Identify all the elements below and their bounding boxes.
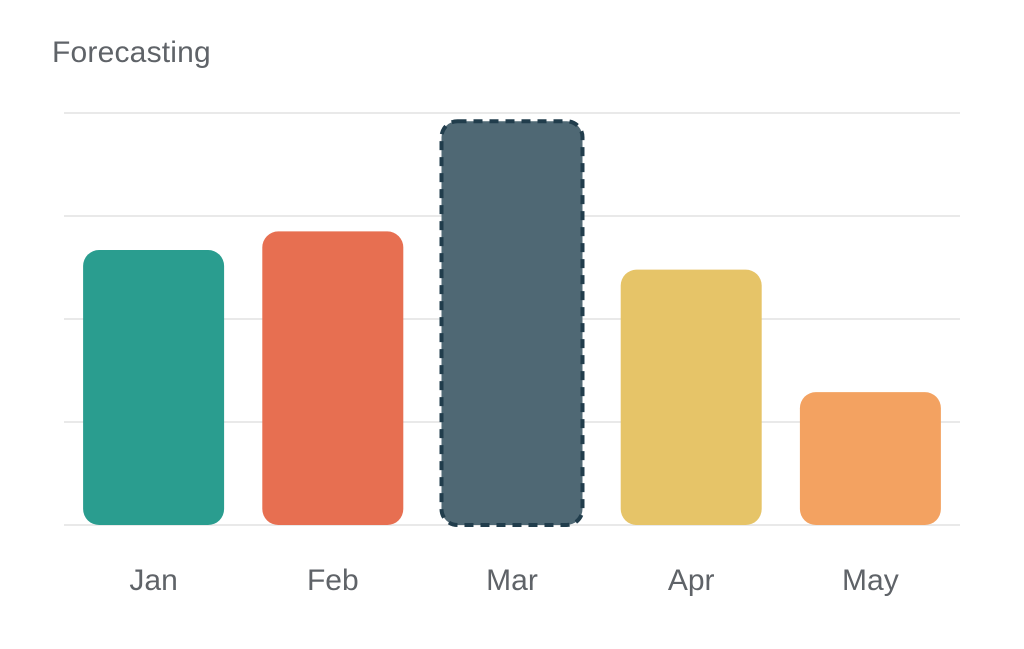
x-tick-label-jan: Jan (129, 564, 177, 597)
x-tick-label-may: May (842, 564, 899, 597)
bar-jan[interactable] (83, 250, 225, 525)
bars (83, 119, 941, 527)
chart-title: Forecasting (52, 36, 211, 69)
x-tick-label-mar: Mar (486, 564, 538, 597)
bar-mar[interactable] (439, 119, 585, 527)
x-tick-label-feb: Feb (307, 564, 359, 597)
x-tick-labels: Jan Feb Mar Apr May (129, 564, 898, 597)
bar-may[interactable] (799, 392, 941, 525)
bar-apr[interactable] (620, 269, 762, 525)
bar-feb[interactable] (262, 231, 404, 525)
x-tick-label-apr: Apr (668, 564, 715, 597)
